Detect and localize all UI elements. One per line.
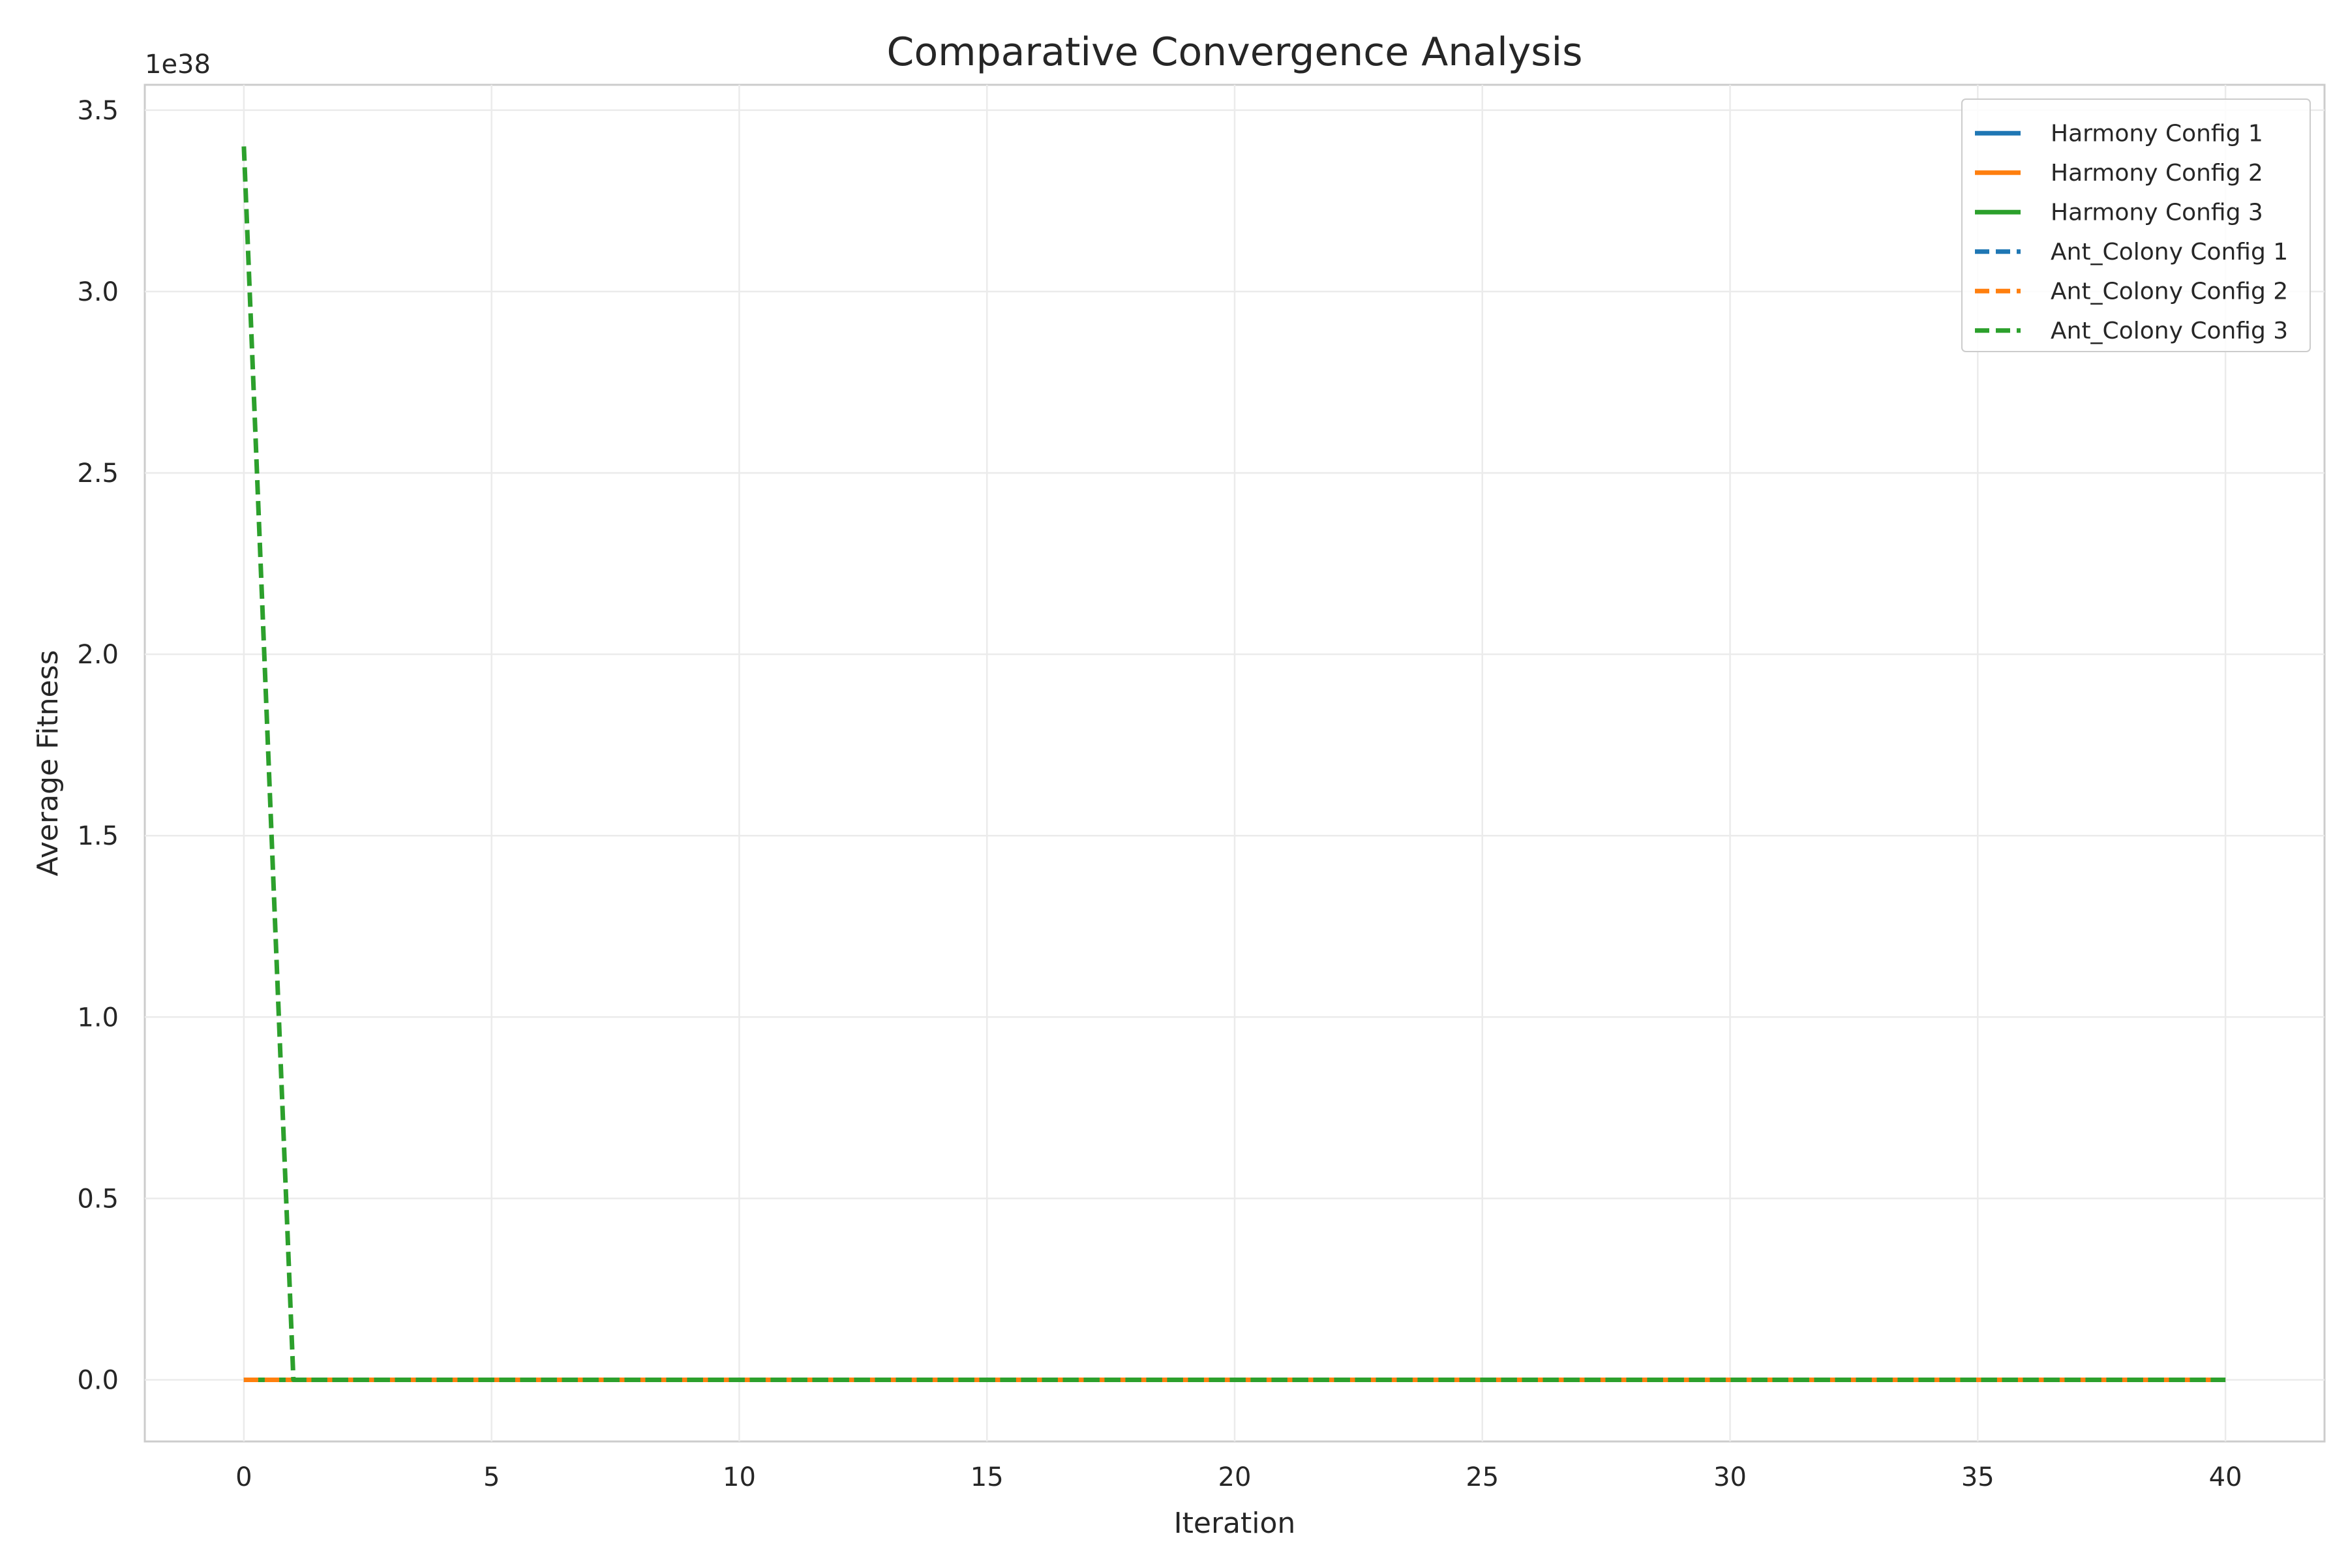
y-axis-label: Average Fitness bbox=[31, 650, 65, 876]
y-tick-label: 0.0 bbox=[77, 1365, 119, 1395]
x-tick-label: 15 bbox=[971, 1462, 1004, 1492]
series-lines bbox=[241, 146, 2226, 1382]
series-line bbox=[241, 146, 2226, 1382]
y-tick-label: 1.5 bbox=[77, 821, 119, 851]
y-tick-label: 2.0 bbox=[77, 640, 119, 670]
legend: Harmony Config 1 Harmony Config 2 Harmony … bbox=[1961, 98, 2311, 352]
x-tick-label: 20 bbox=[1218, 1462, 1252, 1492]
legend-items: Harmony Config 1 Harmony Config 2 Harmony … bbox=[1975, 120, 2288, 344]
y-axis-offset-label: 1e38 bbox=[145, 50, 211, 80]
x-tick-label: 5 bbox=[483, 1462, 500, 1492]
y-tick-label: 3.5 bbox=[77, 96, 119, 126]
legend-label: Ant_Colony Config 1 bbox=[2051, 239, 2288, 265]
legend-label: Ant_Colony Config 3 bbox=[2051, 318, 2288, 344]
x-tick-label: 10 bbox=[723, 1462, 756, 1492]
y-tick-label: 1.0 bbox=[77, 1003, 119, 1033]
x-tick-label: 25 bbox=[1466, 1462, 1499, 1492]
x-tick-label: 0 bbox=[235, 1462, 252, 1492]
legend-label: Harmony Config 2 bbox=[2051, 160, 2263, 187]
legend-label: Harmony Config 3 bbox=[2051, 199, 2263, 226]
x-axis-label: Iteration bbox=[1174, 1507, 1296, 1540]
y-tick-label: 0.5 bbox=[77, 1184, 119, 1214]
x-tick-label: 40 bbox=[2209, 1462, 2242, 1492]
legend-label: Ant_Colony Config 2 bbox=[2051, 278, 2288, 305]
x-tick-label: 30 bbox=[1713, 1462, 1747, 1492]
legend-box bbox=[1961, 98, 2311, 352]
x-tick-label: 35 bbox=[1961, 1462, 1994, 1492]
legend-label: Harmony Config 1 bbox=[2051, 120, 2263, 147]
y-tick-label: 3.0 bbox=[77, 277, 119, 307]
tick-labels: 0 5 10 15 20 25 30 35 40 0.0 0.5 1.0 1.5 2.0 2.5 3.0 3.5 bbox=[77, 96, 2242, 1492]
chart-title: Comparative Convergence Analysis bbox=[887, 29, 1583, 75]
y-tick-label: 2.5 bbox=[77, 459, 119, 489]
